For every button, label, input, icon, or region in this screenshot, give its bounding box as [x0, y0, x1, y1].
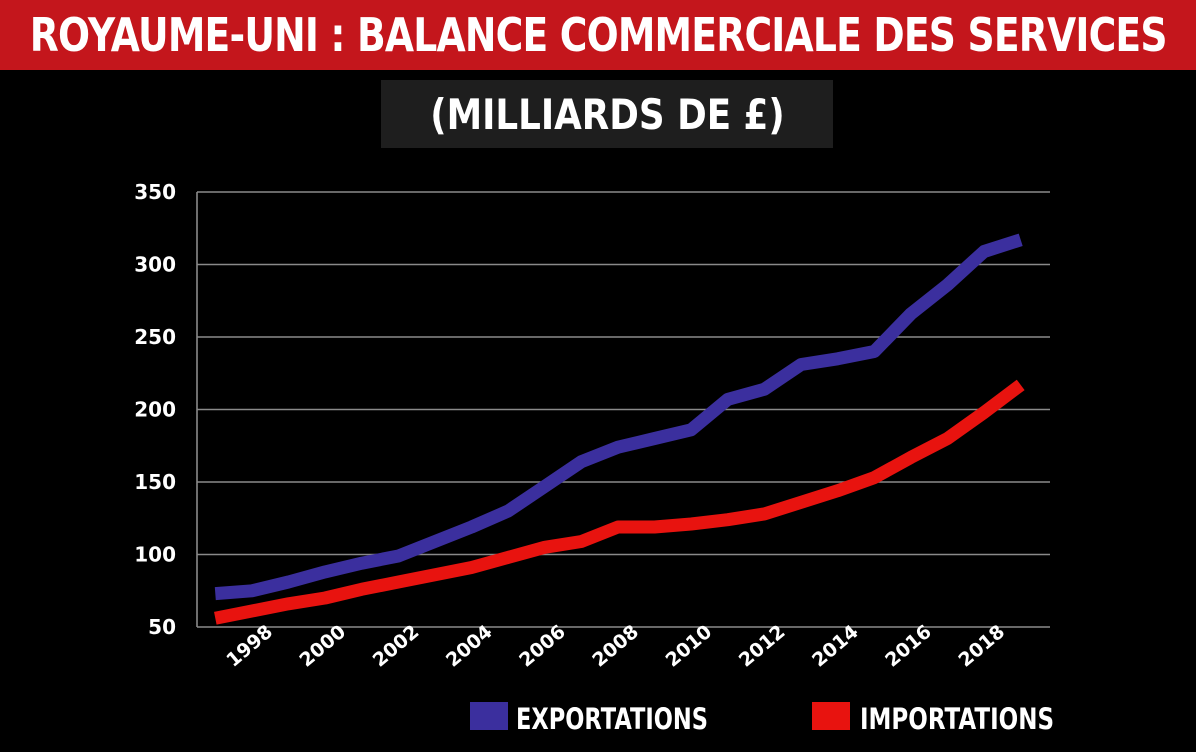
subtitle-box: (MILLIARDS DE £): [381, 80, 833, 148]
legend: EXPORTATIONS IMPORTATIONS: [470, 702, 1054, 736]
x-tick-label: 2016: [881, 621, 936, 672]
y-tick-label: 50: [148, 615, 176, 639]
x-tick-label: 2004: [442, 621, 497, 672]
series-lines: [214, 233, 1025, 625]
title-banner: ROYAUME-UNI : BALANCE COMMERCIALE DES SE…: [0, 0, 1196, 70]
legend-label-exports: EXPORTATIONS: [516, 702, 708, 736]
x-tick-label: 2002: [369, 621, 424, 672]
y-tick-label: 200: [134, 398, 176, 422]
x-tick-label: 2000: [295, 621, 350, 672]
legend-label-imports: IMPORTATIONS: [860, 702, 1054, 736]
y-tick-label: 150: [134, 470, 176, 494]
legend-swatch-exports: [470, 702, 508, 730]
series-line-exports: [214, 233, 1023, 601]
x-axis-ticks: 1998 2000 2002 2004 2006 2008 2010 2012 2014 2016…: [222, 621, 1009, 672]
x-tick-label: 2010: [662, 621, 717, 672]
legend-swatch-imports: [812, 702, 850, 730]
grid-lines: [196, 191, 1050, 628]
x-tick-label: 1998: [222, 621, 277, 672]
x-tick-label: 2006: [515, 621, 570, 672]
y-tick-label: 350: [134, 180, 176, 204]
x-tick-label: 2012: [735, 621, 790, 672]
x-tick-label: 2014: [808, 621, 863, 672]
x-tick-label: 2018: [954, 621, 1009, 672]
series-line-imports: [214, 379, 1025, 625]
chart-subtitle: (MILLIARDS DE £): [429, 89, 785, 139]
x-tick-label: 2008: [588, 621, 643, 672]
chart-title: ROYAUME-UNI : BALANCE COMMERCIALE DES SE…: [29, 8, 1168, 62]
y-axis-ticks: 50 100 150 200 250 300 350: [134, 180, 176, 639]
y-tick-label: 250: [134, 325, 176, 349]
y-tick-label: 100: [134, 543, 176, 567]
y-tick-label: 300: [134, 253, 176, 277]
